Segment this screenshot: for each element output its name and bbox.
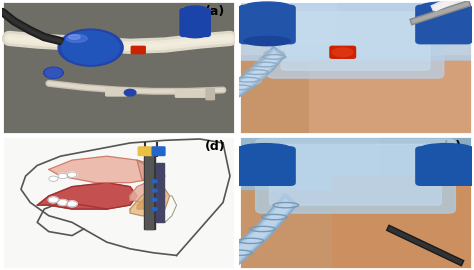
FancyBboxPatch shape — [145, 156, 153, 229]
FancyBboxPatch shape — [281, 12, 430, 70]
Ellipse shape — [264, 50, 285, 58]
Ellipse shape — [244, 2, 291, 11]
FancyBboxPatch shape — [206, 88, 214, 100]
Polygon shape — [37, 183, 137, 209]
Ellipse shape — [239, 144, 291, 153]
Ellipse shape — [420, 2, 467, 11]
FancyBboxPatch shape — [138, 147, 154, 156]
Ellipse shape — [44, 67, 64, 78]
Polygon shape — [137, 160, 165, 187]
Polygon shape — [137, 187, 165, 209]
Text: (c): (c) — [443, 140, 462, 153]
FancyBboxPatch shape — [155, 163, 164, 222]
Ellipse shape — [244, 36, 291, 46]
Ellipse shape — [250, 66, 271, 74]
Ellipse shape — [183, 6, 207, 13]
FancyBboxPatch shape — [416, 5, 472, 44]
Ellipse shape — [240, 77, 262, 85]
FancyBboxPatch shape — [131, 46, 145, 54]
Ellipse shape — [48, 197, 59, 203]
Ellipse shape — [152, 198, 157, 201]
Ellipse shape — [332, 48, 353, 57]
Ellipse shape — [245, 72, 266, 79]
Ellipse shape — [255, 61, 275, 69]
Polygon shape — [130, 183, 153, 202]
Ellipse shape — [62, 31, 119, 64]
Ellipse shape — [46, 68, 62, 77]
FancyBboxPatch shape — [270, 144, 441, 205]
Ellipse shape — [420, 144, 472, 153]
Ellipse shape — [69, 35, 80, 39]
FancyBboxPatch shape — [175, 91, 212, 97]
FancyBboxPatch shape — [330, 46, 356, 58]
FancyBboxPatch shape — [235, 147, 295, 185]
Ellipse shape — [66, 35, 87, 42]
FancyBboxPatch shape — [239, 136, 379, 189]
Ellipse shape — [67, 201, 77, 207]
Ellipse shape — [152, 208, 157, 211]
FancyBboxPatch shape — [235, 0, 337, 44]
Ellipse shape — [152, 180, 157, 183]
FancyBboxPatch shape — [2, 1, 235, 134]
FancyBboxPatch shape — [152, 147, 165, 156]
Polygon shape — [130, 183, 170, 216]
FancyBboxPatch shape — [255, 139, 456, 213]
Text: (a): (a) — [205, 5, 225, 18]
Ellipse shape — [49, 176, 58, 181]
FancyBboxPatch shape — [144, 156, 155, 229]
FancyBboxPatch shape — [106, 88, 127, 96]
Ellipse shape — [58, 29, 123, 66]
FancyBboxPatch shape — [239, 136, 472, 202]
FancyBboxPatch shape — [180, 9, 210, 36]
Ellipse shape — [124, 89, 136, 96]
Text: (b): (b) — [442, 5, 462, 18]
Polygon shape — [49, 156, 153, 183]
Ellipse shape — [183, 31, 207, 38]
FancyBboxPatch shape — [239, 189, 472, 269]
Ellipse shape — [58, 173, 67, 179]
FancyBboxPatch shape — [416, 147, 474, 185]
FancyBboxPatch shape — [309, 61, 472, 134]
Text: (d): (d) — [205, 140, 225, 153]
Ellipse shape — [259, 56, 280, 63]
FancyBboxPatch shape — [239, 61, 472, 134]
FancyBboxPatch shape — [332, 176, 472, 269]
Ellipse shape — [67, 172, 77, 177]
FancyBboxPatch shape — [239, 5, 295, 44]
FancyBboxPatch shape — [239, 1, 472, 54]
Ellipse shape — [57, 200, 68, 205]
FancyBboxPatch shape — [267, 4, 444, 78]
Ellipse shape — [152, 189, 157, 192]
